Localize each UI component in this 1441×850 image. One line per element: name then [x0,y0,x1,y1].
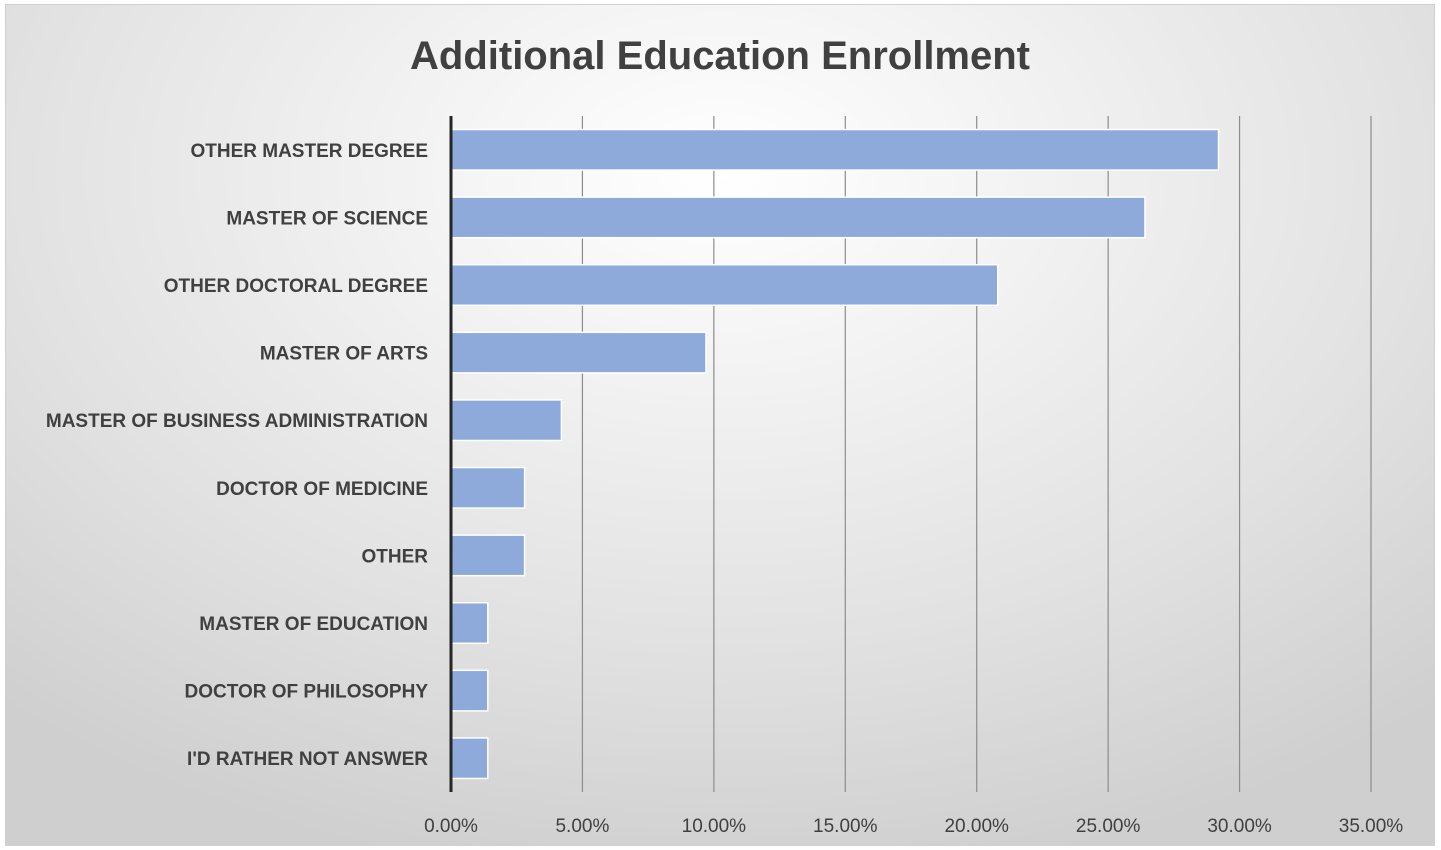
category-label: MASTER OF SCIENCE [226,208,428,229]
bar [450,737,489,780]
x-tick-label: 30.00% [1207,816,1272,837]
category-label: OTHER DOCTORAL DEGREE [164,276,428,297]
x-tick-label: 25.00% [1076,816,1141,837]
x-tick-label: 5.00% [555,816,609,837]
x-tick-label: 10.00% [682,816,747,837]
bar [450,263,999,307]
bar [450,669,489,712]
bars [450,128,1220,780]
category-label: MASTER OF ARTS [260,344,428,365]
x-tick-labels: 0.00% 5.00% 10.00% 15.00% 20.00% 25.00% 30.00%… [424,816,1403,837]
x-tick-label: 0.00% [424,816,478,837]
bar [450,196,1146,239]
category-label: DOCTOR OF PHILOSOPHY [184,682,428,703]
category-label: I'D RATHER NOT ANSWER [187,749,428,770]
x-tick-label: 15.00% [813,816,878,837]
category-label: MASTER OF BUSINESS ADMINISTRATION [46,411,428,432]
category-labels: OTHER MASTER DEGREE MASTER OF SCIENCE OTHE… [46,141,428,770]
category-label: OTHER [362,546,429,567]
bar [450,331,707,374]
x-tick-label: 35.00% [1339,816,1404,837]
bar [450,128,1220,171]
category-label: DOCTOR OF MEDICINE [216,479,428,500]
category-label: MASTER OF EDUCATION [199,614,428,635]
bar [450,399,563,442]
chart-title: Additional Education Enrollment [410,34,1030,78]
bar [450,534,526,577]
bar [450,601,489,645]
category-label: OTHER MASTER DEGREE [190,141,428,162]
bar [450,466,526,509]
x-tick-label: 20.00% [944,816,1009,837]
